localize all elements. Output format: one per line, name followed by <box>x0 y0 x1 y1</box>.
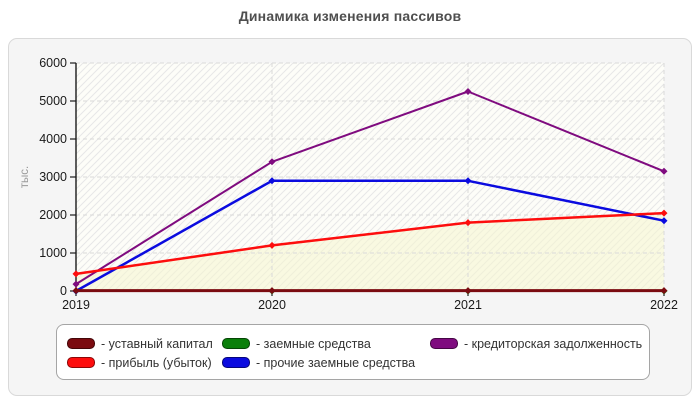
legend-item-label: - кредиторская задолженность <box>464 336 643 351</box>
legend-swatch-icon <box>222 338 250 349</box>
y-axis-label-wrap: тыс. <box>9 63 41 291</box>
legend-swatch-icon <box>430 338 458 349</box>
legend-item-label: - прочие заемные средства <box>256 355 416 370</box>
svg-text:2000: 2000 <box>39 208 67 222</box>
legend-swatch-icon <box>67 357 95 368</box>
svg-text:2022: 2022 <box>650 298 678 312</box>
legend-item: - заемные средства <box>222 334 430 353</box>
svg-text:0: 0 <box>60 284 67 298</box>
chart-canvas: 0 1000 2000 3000 4000 5000 6000 2019 2020 2021 202… <box>39 56 678 312</box>
svg-text:6000: 6000 <box>39 56 67 70</box>
svg-text:5000: 5000 <box>39 94 67 108</box>
legend-item: - прочие заемные средства <box>222 353 430 372</box>
legend-item: - кредиторская задолженность <box>430 334 649 353</box>
legend-item: - прибыль (убыток) <box>67 353 222 372</box>
legend-swatch-icon <box>67 338 95 349</box>
chart-panel: 0 1000 2000 3000 4000 5000 6000 2019 2020 2021 202… <box>8 38 692 396</box>
svg-text:2020: 2020 <box>258 298 286 312</box>
legend-item: - уставный капитал <box>67 334 222 353</box>
legend-box: - уставный капитал - прибыль (убыток) - … <box>56 324 650 380</box>
legend-item-label: - прибыль (убыток) <box>101 355 212 370</box>
y-axis-label: тыс. <box>18 165 31 189</box>
legend-swatch-icon <box>222 357 250 368</box>
chart-title: Динамика изменения пассивов <box>238 8 462 24</box>
svg-text:2021: 2021 <box>454 298 482 312</box>
svg-text:4000: 4000 <box>39 132 67 146</box>
svg-text:3000: 3000 <box>39 170 67 184</box>
svg-text:1000: 1000 <box>39 246 67 260</box>
legend-item-label: - заемные средства <box>256 336 371 351</box>
svg-text:2019: 2019 <box>62 298 90 312</box>
legend-item-label: - уставный капитал <box>101 336 213 351</box>
